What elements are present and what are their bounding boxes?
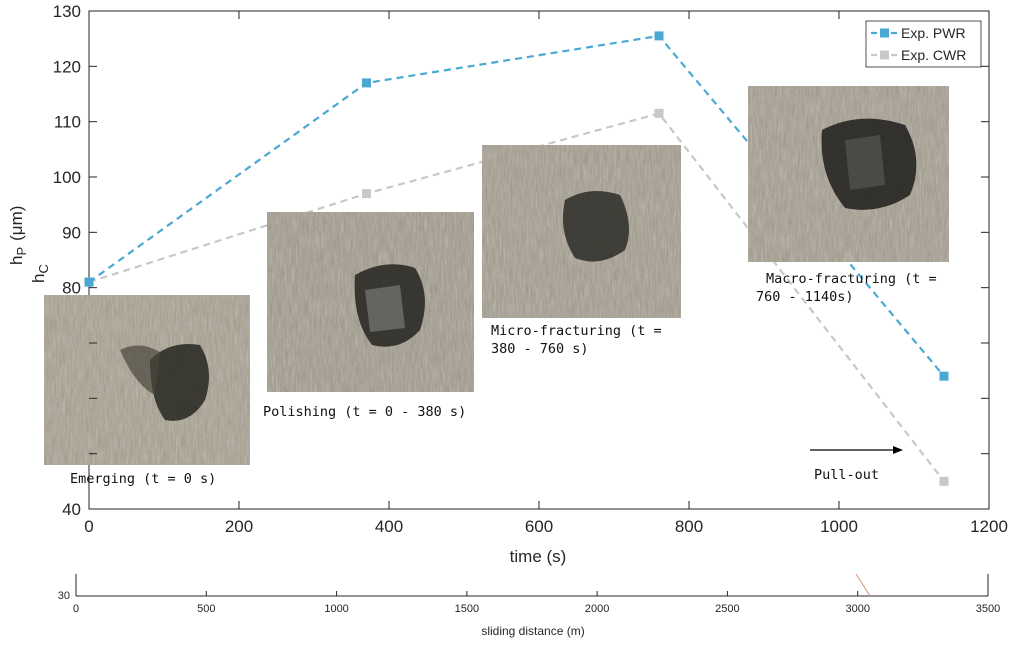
y-label-unit: (μm) xyxy=(7,206,26,241)
label-micro-fracturing-line2: 380 - 760 s) xyxy=(491,341,589,357)
y-label-secondary: h xyxy=(29,274,48,283)
secondary-axis-label: sliding distance (m) xyxy=(481,624,584,638)
label-macro-fracturing-line2: 760 - 1140s) xyxy=(756,289,854,305)
secondary-axis: 0 500 1000 1500 2000 2500 3000 3500 xyxy=(73,574,1000,615)
secondary-axis-y-tick: 30 xyxy=(58,590,70,602)
series-exp-pwr xyxy=(84,31,949,381)
y-axis-label: hP (μm) xyxy=(7,206,29,265)
legend-marker xyxy=(880,28,889,38)
label-polishing: Polishing (t = 0 - 380 s) xyxy=(263,404,466,420)
secondary-tick-label: 500 xyxy=(197,603,215,615)
secondary-tick-label: 1500 xyxy=(455,603,479,615)
y-tick-label: 90 xyxy=(62,223,81,242)
data-point xyxy=(939,476,949,486)
label-pull-out: Pull-out xyxy=(814,467,879,483)
secondary-tick-label: 2500 xyxy=(715,603,739,615)
y-axis: 40 80 90 100 110 120 130 xyxy=(53,2,989,519)
y-tick-label: 110 xyxy=(54,113,81,132)
x-tick-label: 800 xyxy=(675,517,703,536)
secondary-tick-label: 3500 xyxy=(976,603,1000,615)
x-tick-label: 0 xyxy=(84,517,93,536)
legend-marker xyxy=(880,50,889,60)
x-tick-label: 200 xyxy=(225,517,253,536)
x-axis-label: time (s) xyxy=(510,547,567,566)
secondary-tick-label: 2000 xyxy=(585,603,609,615)
data-point xyxy=(362,189,371,199)
y-tick-label: 100 xyxy=(53,168,81,187)
legend: Exp. PWR Exp. CWR xyxy=(865,20,982,68)
svg-text:hP(μm): hP (μm) xyxy=(7,206,29,265)
data-point xyxy=(939,371,949,381)
y-tick-label: 130 xyxy=(53,2,81,21)
series-layer xyxy=(84,31,949,486)
series-line xyxy=(88,34,945,377)
label-micro-fracturing-line1: Micro-fracturing (t = xyxy=(491,323,662,339)
data-point xyxy=(654,31,664,41)
y-axis-label-secondary: hC xyxy=(29,264,51,283)
secondary-tick-label: 3000 xyxy=(845,603,869,615)
photo-polishing xyxy=(267,212,474,392)
photo-macro-fracturing xyxy=(748,86,949,262)
y-label-primary-sub: P xyxy=(14,247,29,256)
photo-emerging xyxy=(44,295,250,465)
y-tick-label: 120 xyxy=(53,57,81,76)
label-macro-fracturing-line1: Macro-fracturing (t = xyxy=(766,271,937,287)
x-tick-label: 1000 xyxy=(820,517,858,536)
y-tick-label: 40 xyxy=(62,500,81,519)
y-label-secondary-sub: C xyxy=(36,264,51,273)
series-line xyxy=(88,112,945,483)
x-tick-label: 400 xyxy=(375,517,403,536)
y-tick-label: 80 xyxy=(62,279,81,298)
legend-label: Exp. PWR xyxy=(901,25,966,41)
label-emerging: Emerging (t = 0 s) xyxy=(70,471,216,487)
svg-text:hC: hC xyxy=(29,264,51,283)
x-tick-label: 600 xyxy=(525,517,553,536)
x-tick-label: 1200 xyxy=(970,517,1008,536)
data-point xyxy=(654,108,664,118)
secondary-axis-red-mark xyxy=(855,573,871,597)
y-label-primary: h xyxy=(7,256,26,265)
data-point xyxy=(84,277,94,287)
photo-micro-fracturing xyxy=(482,145,681,318)
secondary-tick-label: 1000 xyxy=(324,603,348,615)
legend-label: Exp. CWR xyxy=(901,47,966,63)
data-point xyxy=(362,78,371,88)
secondary-tick-label: 0 xyxy=(73,603,79,615)
pull-out-arrow xyxy=(810,446,903,454)
x-axis: 0 200 400 600 800 1000 1200 xyxy=(84,11,1008,536)
